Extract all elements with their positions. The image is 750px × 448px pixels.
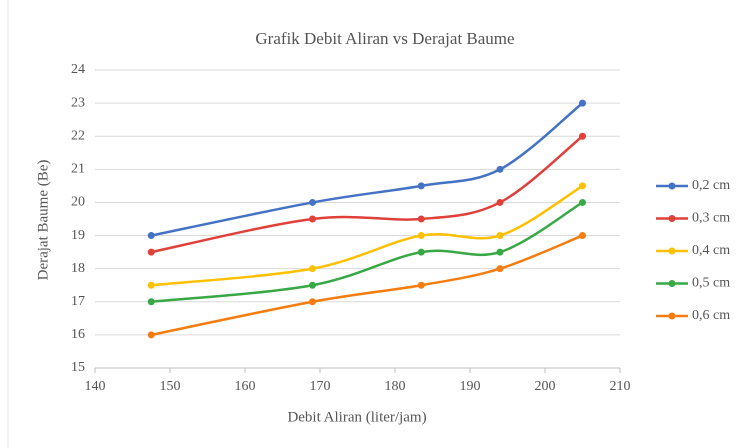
y-axis-label: Derajat Baume (Be) xyxy=(35,160,51,281)
y-tick-label: 21 xyxy=(71,162,85,177)
y-tick-label: 22 xyxy=(71,128,85,143)
data-point xyxy=(147,281,155,289)
data-point xyxy=(579,182,586,190)
data-point xyxy=(579,198,586,206)
x-axis-label: Debit Aliran (liter/jam) xyxy=(287,409,426,425)
series-line xyxy=(150,135,584,254)
data-point xyxy=(496,248,504,256)
data-point xyxy=(309,198,316,206)
legend-marker xyxy=(668,215,676,222)
y-tick-label: 17 xyxy=(71,294,85,309)
data-point xyxy=(417,182,425,190)
data-point xyxy=(147,248,155,256)
y-tick-label: 23 xyxy=(71,95,85,110)
legend-marker xyxy=(668,280,676,287)
data-point xyxy=(309,265,316,273)
series-line xyxy=(150,102,584,237)
x-tick-label: 140 xyxy=(85,379,106,394)
data-point xyxy=(496,232,504,240)
data-point xyxy=(496,265,504,273)
legend-label: 0,6 cm xyxy=(692,308,730,323)
y-tick-label: 19 xyxy=(71,228,85,243)
legend-label: 0,3 cm xyxy=(692,211,730,226)
series-line xyxy=(151,184,584,287)
data-point xyxy=(309,281,316,289)
y-tick-label: 15 xyxy=(71,360,85,375)
data-point xyxy=(579,132,586,140)
x-tick-label: 160 xyxy=(235,379,256,394)
y-tick-label: 24 xyxy=(71,62,85,77)
data-point xyxy=(309,215,316,223)
x-tick-label: 150 xyxy=(160,379,181,394)
data-point xyxy=(309,298,316,306)
x-tick-label: 180 xyxy=(385,379,406,394)
x-tick-label: 190 xyxy=(460,379,481,394)
chart-title: Grafik Debit Aliran vs Derajat Baume xyxy=(255,29,514,48)
x-tick-label: 200 xyxy=(535,379,556,394)
series-line xyxy=(150,234,583,337)
legend-marker xyxy=(668,312,676,320)
legend-label: 0,4 cm xyxy=(692,243,730,258)
data-point xyxy=(147,232,155,240)
data-point xyxy=(417,248,425,256)
x-tick-label: 170 xyxy=(310,379,331,394)
data-point xyxy=(579,99,586,107)
y-tick-label: 20 xyxy=(71,195,85,210)
data-point xyxy=(147,331,155,339)
legend-marker xyxy=(668,182,676,190)
data-point xyxy=(579,232,586,240)
data-point xyxy=(496,165,504,173)
legend-label: 0,2 cm xyxy=(692,178,730,193)
data-point xyxy=(147,298,155,306)
y-tick-label: 18 xyxy=(71,261,85,276)
legend-label: 0,5 cm xyxy=(692,276,730,291)
data-point xyxy=(417,215,425,223)
data-point xyxy=(496,198,504,206)
series-line xyxy=(151,201,584,304)
y-tick-label: 16 xyxy=(71,327,85,342)
data-point xyxy=(417,232,425,240)
legend-marker xyxy=(668,247,676,255)
data-point xyxy=(417,281,425,289)
x-tick-label: 210 xyxy=(610,379,631,394)
